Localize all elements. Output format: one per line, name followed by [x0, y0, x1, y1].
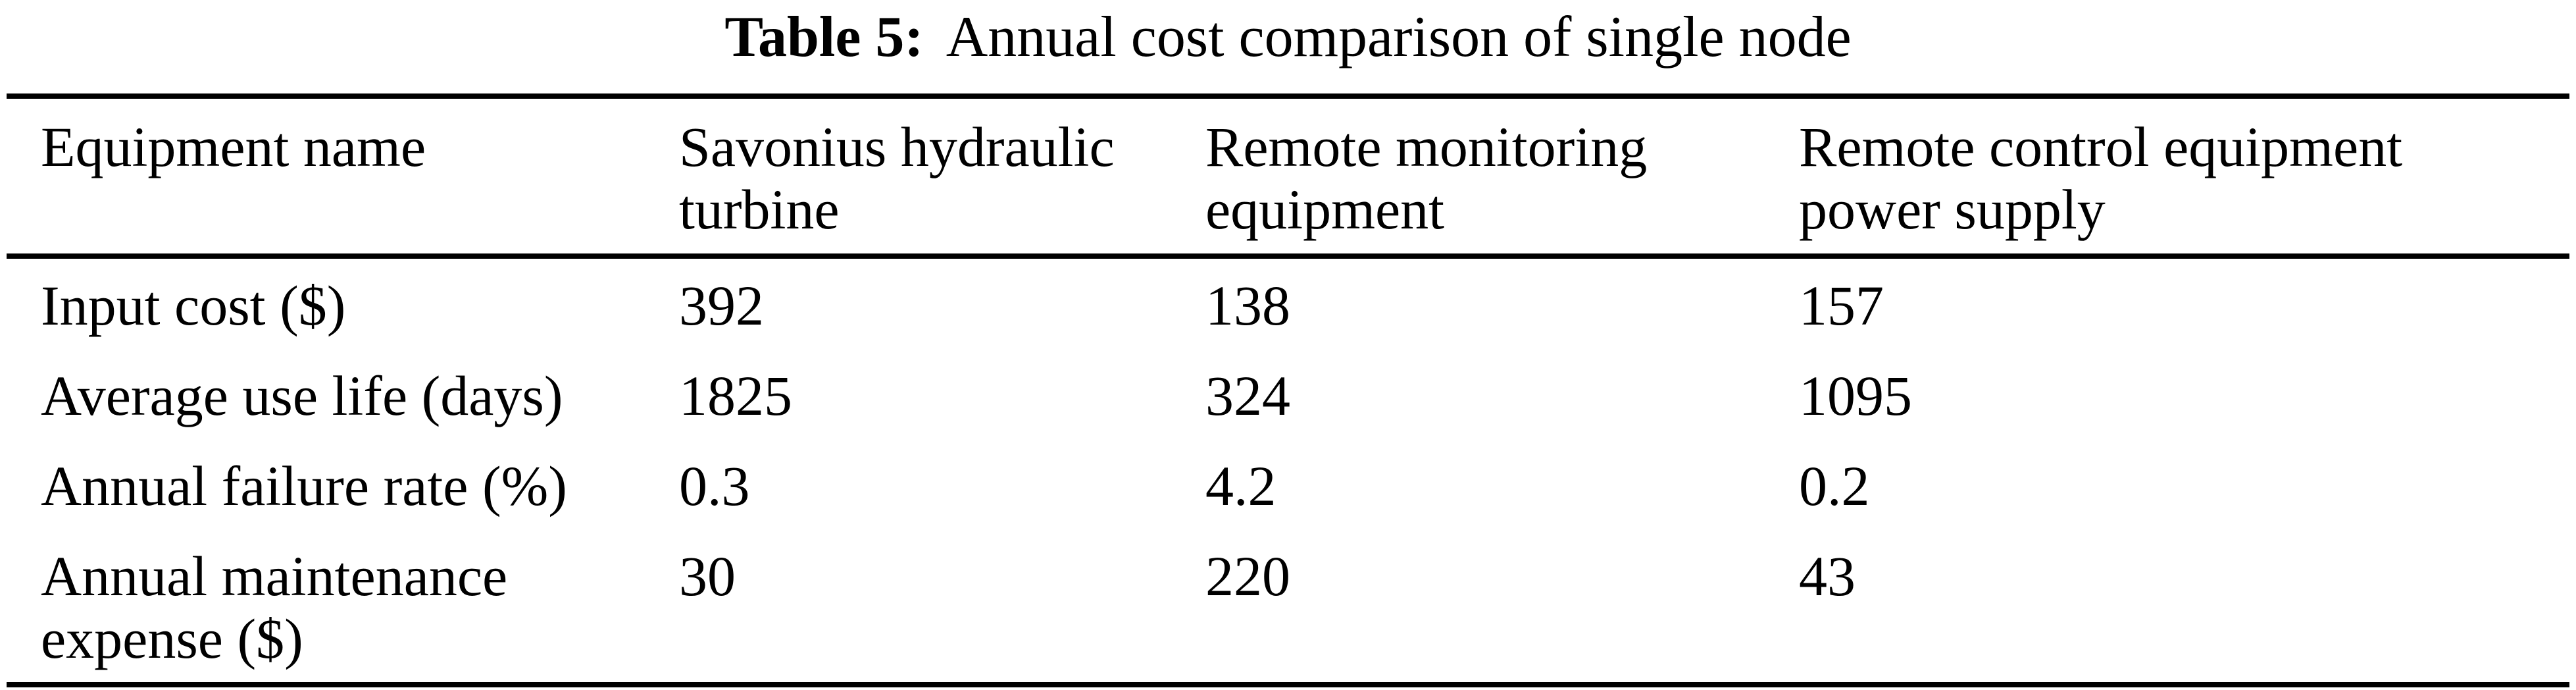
cell-value: 4.2 — [1205, 454, 1276, 518]
table-caption-label: Table 5: — [724, 5, 924, 69]
cell-value: 0.3 — [679, 454, 750, 518]
table-caption-text: Annual cost comparison of single node — [946, 5, 1852, 69]
cell-value: 1095 — [1799, 364, 1912, 427]
table-body: Input cost ($) 392 138 157 Average use l… — [7, 256, 2569, 685]
cell-value: 138 — [1205, 274, 1290, 337]
table-header: Equipment name Savonius hydraulic turbin… — [7, 96, 2569, 256]
table-row-average-use-life: Average use life (days) 1825 324 1095 — [7, 349, 2569, 439]
annual-cost-comparison-table: Equipment name Savonius hydraulic turbin… — [7, 93, 2569, 687]
table-row-annual-maintenance-expense: Annual maintenance expense ($) 30 220 43 — [7, 529, 2569, 685]
header-remote-control-equipment-power-supply: Remote control equipment power supply — [1799, 115, 2403, 241]
row-label: Annual failure rate (%) — [41, 454, 567, 518]
cell-value: 1825 — [679, 364, 792, 427]
cell-value: 157 — [1799, 274, 1884, 337]
header-row: Equipment name Savonius hydraulic turbin… — [7, 96, 2569, 256]
table-caption: Table 5: Annual cost comparison of singl… — [0, 1, 2576, 93]
row-label: Annual maintenance expense ($) — [41, 544, 508, 670]
cell-value: 324 — [1205, 364, 1290, 427]
header-savonius-hydraulic-turbine: Savonius hydraulic turbine — [679, 115, 1115, 241]
cell-value: 43 — [1799, 544, 1856, 608]
cell-value: 0.2 — [1799, 454, 1870, 518]
row-label: Average use life (days) — [41, 364, 563, 427]
cell-value: 30 — [679, 544, 736, 608]
cell-value: 220 — [1205, 544, 1290, 608]
table-row-input-cost: Input cost ($) 392 138 157 — [7, 256, 2569, 349]
cell-value: 392 — [679, 274, 764, 337]
header-equipment-name: Equipment name — [41, 115, 426, 178]
row-label: Input cost ($) — [41, 274, 346, 337]
table-row-annual-failure-rate: Annual failure rate (%) 0.3 4.2 0.2 — [7, 439, 2569, 529]
header-remote-monitoring-equipment: Remote monitoring equipment — [1205, 115, 1648, 241]
